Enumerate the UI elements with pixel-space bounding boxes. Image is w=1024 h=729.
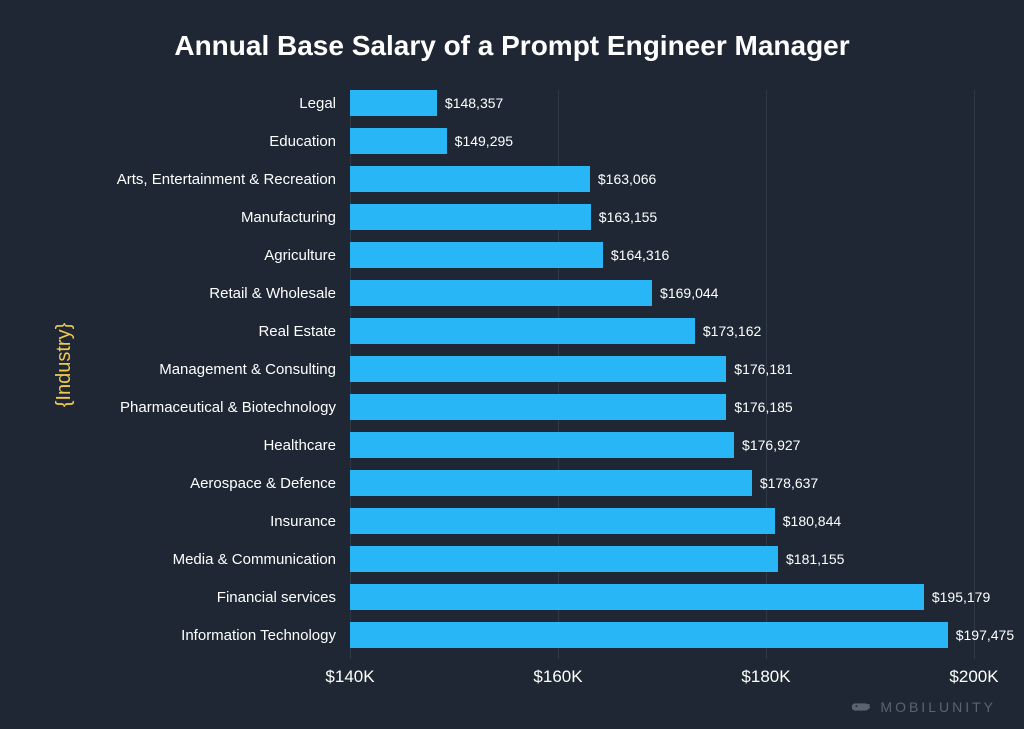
bar-row: Media & Communication$181,155 <box>350 546 974 572</box>
bar-row: Legal$148,357 <box>350 90 974 116</box>
bar-value-label: $176,185 <box>726 399 792 415</box>
bar: $176,927 <box>350 432 734 458</box>
bar-category-label: Real Estate <box>258 323 350 340</box>
bar-row: Healthcare$176,927 <box>350 432 974 458</box>
bar-row: Real Estate$173,162 <box>350 318 974 344</box>
bar: $180,844 <box>350 508 775 534</box>
gridline <box>974 90 975 659</box>
bar-row: Management & Consulting$176,181 <box>350 356 974 382</box>
bar: $181,155 <box>350 546 778 572</box>
bar: $163,066 <box>350 166 590 192</box>
bar-category-label: Retail & Wholesale <box>209 285 350 302</box>
bar-value-label: $176,181 <box>726 361 792 377</box>
bar: $148,357 <box>350 90 437 116</box>
bar-row: Financial services$195,179 <box>350 584 974 610</box>
bar: $149,295 <box>350 128 447 154</box>
bar-value-label: $178,637 <box>752 475 818 491</box>
bar-value-label: $176,927 <box>734 437 800 453</box>
bar: $169,044 <box>350 280 652 306</box>
bar-value-label: $195,179 <box>924 589 990 605</box>
bar: $173,162 <box>350 318 695 344</box>
x-tick-label: $200K <box>949 667 998 687</box>
bar: $176,181 <box>350 356 726 382</box>
bar-row: Education$149,295 <box>350 128 974 154</box>
bar-category-label: Insurance <box>270 513 350 530</box>
bar-category-label: Management & Consulting <box>159 361 350 378</box>
bar-row: Information Technology$197,475 <box>350 622 974 648</box>
bar: $164,316 <box>350 242 603 268</box>
bar-value-label: $169,044 <box>652 285 718 301</box>
bar-row: Aerospace & Defence$178,637 <box>350 470 974 496</box>
x-tick-label: $140K <box>325 667 374 687</box>
bar-category-label: Financial services <box>217 589 350 606</box>
chart-title: Annual Base Salary of a Prompt Engineer … <box>0 30 1024 62</box>
whale-icon <box>850 699 872 715</box>
bar-value-label: $197,475 <box>948 627 1014 643</box>
y-axis-label: {Industry} <box>53 322 76 407</box>
bar-category-label: Education <box>269 133 350 150</box>
bar-value-label: $163,155 <box>591 209 657 225</box>
bar: $176,185 <box>350 394 726 420</box>
bar-category-label: Information Technology <box>181 627 350 644</box>
bar: $163,155 <box>350 204 591 230</box>
bar: $197,475 <box>350 622 948 648</box>
bar-row: Arts, Entertainment & Recreation$163,066 <box>350 166 974 192</box>
bar-category-label: Manufacturing <box>241 209 350 226</box>
bar-category-label: Pharmaceutical & Biotechnology <box>120 399 350 416</box>
bar-value-label: $149,295 <box>447 133 513 149</box>
chart-container: Annual Base Salary of a Prompt Engineer … <box>0 0 1024 729</box>
bar-row: Manufacturing$163,155 <box>350 204 974 230</box>
brand-text: MOBILUNITY <box>880 699 996 715</box>
bar-category-label: Media & Communication <box>173 551 350 568</box>
bar-category-label: Legal <box>299 95 350 112</box>
brand-watermark: MOBILUNITY <box>850 699 996 715</box>
x-tick-label: $180K <box>741 667 790 687</box>
bar-row: Agriculture$164,316 <box>350 242 974 268</box>
bar-value-label: $148,357 <box>437 95 503 111</box>
bar-value-label: $173,162 <box>695 323 761 339</box>
bar-value-label: $181,155 <box>778 551 844 567</box>
bar: $178,637 <box>350 470 752 496</box>
bar-row: Retail & Wholesale$169,044 <box>350 280 974 306</box>
bar-category-label: Healthcare <box>263 437 350 454</box>
bar-value-label: $164,316 <box>603 247 669 263</box>
bar-value-label: $163,066 <box>590 171 656 187</box>
bar-row: Insurance$180,844 <box>350 508 974 534</box>
bars-group: Legal$148,357 Education$149,295 Arts, Ente… <box>350 90 974 659</box>
bar-category-label: Aerospace & Defence <box>190 475 350 492</box>
bar-value-label: $180,844 <box>775 513 841 529</box>
x-axis: $140K$160K$180K$200K <box>350 659 974 689</box>
bar-row: Pharmaceutical & Biotechnology$176,185 <box>350 394 974 420</box>
x-tick-label: $160K <box>533 667 582 687</box>
bar-category-label: Arts, Entertainment & Recreation <box>117 171 350 188</box>
bar-category-label: Agriculture <box>264 247 350 264</box>
bar: $195,179 <box>350 584 924 610</box>
